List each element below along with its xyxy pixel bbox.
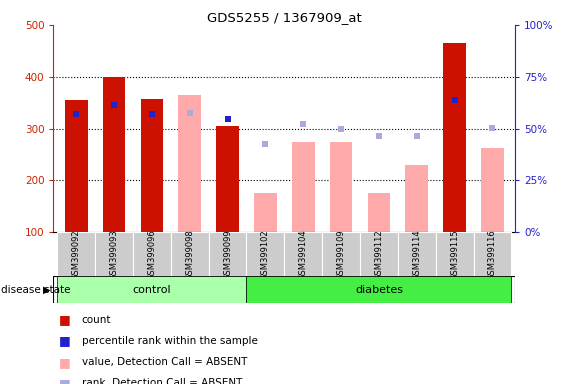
Text: GSM399109: GSM399109 [337, 229, 346, 280]
Text: ▶: ▶ [43, 285, 51, 295]
Bar [292, 142, 315, 232]
Text: disease state: disease state [1, 285, 70, 295]
Bar [216, 126, 239, 232]
Text: GSM399112: GSM399112 [374, 229, 383, 280]
Bar [171, 232, 209, 276]
Bar [133, 232, 171, 276]
Bar [65, 100, 87, 232]
Bar [368, 194, 390, 232]
Text: GSM399096: GSM399096 [148, 229, 157, 280]
Text: GSM399114: GSM399114 [412, 229, 421, 280]
Bar [322, 232, 360, 276]
Bar [473, 232, 511, 276]
Bar [209, 232, 247, 276]
Bar [330, 142, 352, 232]
Bar [178, 95, 201, 232]
Text: GSM399115: GSM399115 [450, 229, 459, 280]
Bar [405, 165, 428, 232]
Text: rank, Detection Call = ABSENT: rank, Detection Call = ABSENT [82, 378, 242, 384]
Text: ■: ■ [59, 334, 70, 348]
Bar [360, 232, 398, 276]
Text: GSM399092: GSM399092 [72, 229, 81, 280]
Text: ■: ■ [59, 356, 70, 369]
Text: GSM399102: GSM399102 [261, 229, 270, 280]
Bar [247, 276, 511, 303]
Text: control: control [132, 285, 171, 295]
Bar [102, 77, 126, 232]
Bar [398, 232, 436, 276]
Text: GSM399104: GSM399104 [299, 229, 308, 280]
Bar [57, 276, 247, 303]
Bar [247, 232, 284, 276]
Bar [443, 43, 466, 232]
Text: GSM399116: GSM399116 [488, 229, 497, 280]
Text: ■: ■ [59, 313, 70, 326]
Text: count: count [82, 315, 111, 325]
Text: GSM399099: GSM399099 [223, 229, 232, 280]
Bar [436, 232, 473, 276]
Bar [141, 99, 163, 232]
Bar [254, 194, 277, 232]
Bar [95, 232, 133, 276]
Text: GSM399098: GSM399098 [185, 229, 194, 280]
Text: value, Detection Call = ABSENT: value, Detection Call = ABSENT [82, 357, 247, 367]
Title: GDS5255 / 1367909_at: GDS5255 / 1367909_at [207, 11, 361, 24]
Bar [481, 148, 504, 232]
Text: ■: ■ [59, 377, 70, 384]
Bar [284, 232, 322, 276]
Text: GSM399093: GSM399093 [110, 229, 119, 280]
Text: diabetes: diabetes [355, 285, 403, 295]
Bar [57, 232, 95, 276]
Text: percentile rank within the sample: percentile rank within the sample [82, 336, 257, 346]
